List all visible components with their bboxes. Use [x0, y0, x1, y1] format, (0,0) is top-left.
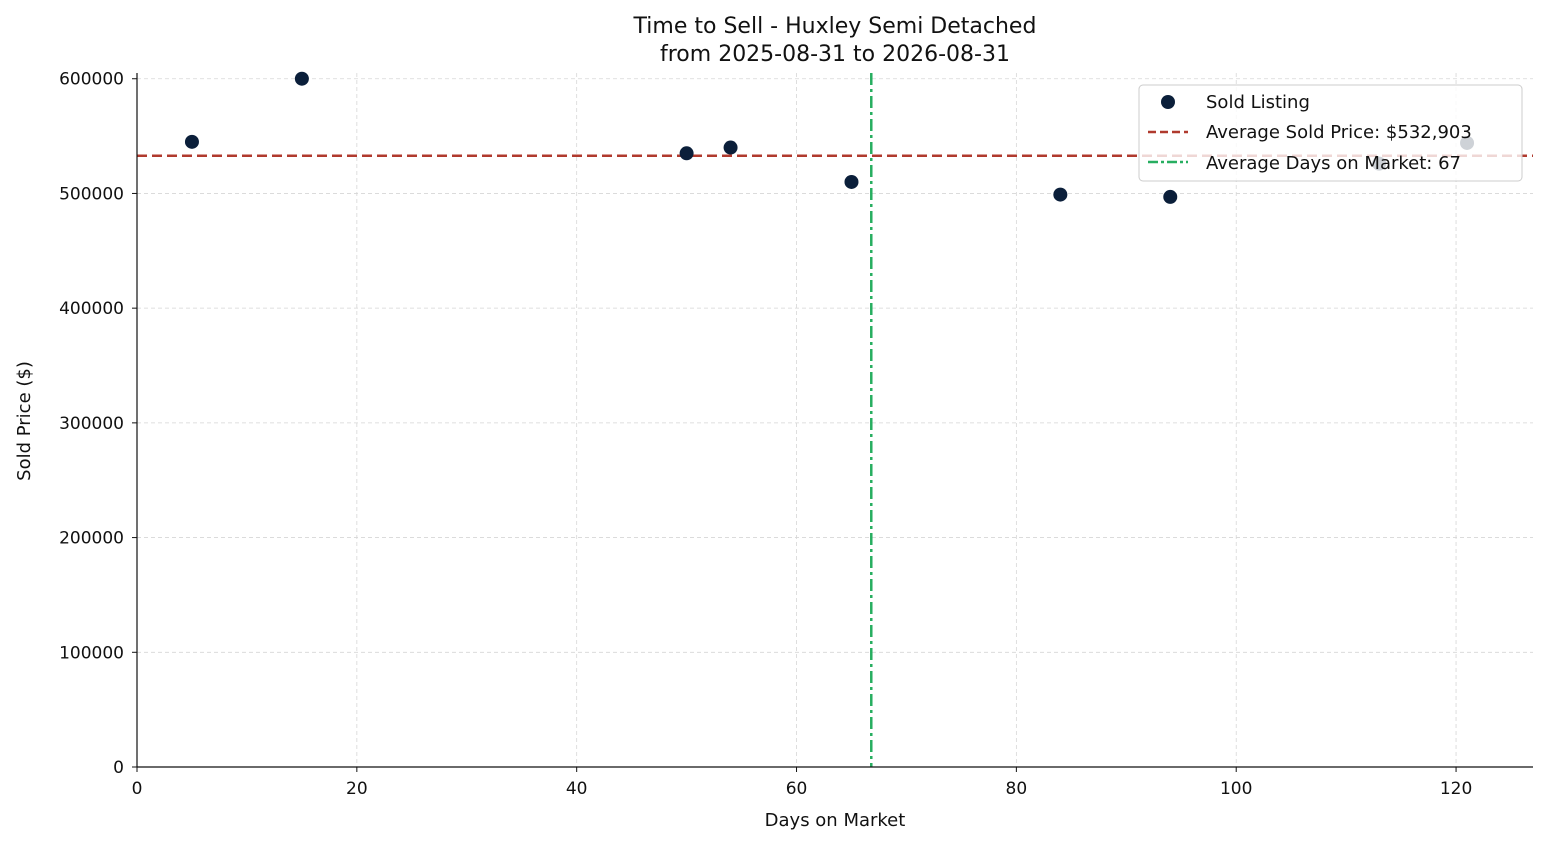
data-point [723, 140, 738, 155]
y-tick-label: 0 [113, 758, 124, 778]
y-tick-label: 600000 [59, 70, 124, 90]
legend-box [1138, 84, 1523, 182]
tick-labels: 0 20 40 60 80 100 120 0 100000 200000 300000 400000… [59, 70, 1472, 799]
legend-marker-sold-listing [1161, 95, 1175, 109]
chart-subtitle: from 2025-08-31 to 2026-08-31 [660, 42, 1010, 67]
data-point [679, 146, 694, 161]
data-point [294, 71, 309, 86]
legend-label-sold-listing: Sold Listing [1206, 92, 1310, 113]
x-tick-label: 40 [566, 779, 588, 799]
legend: Sold Listing Average Sold Price: $532,90… [1138, 84, 1523, 182]
y-tick-label: 500000 [59, 184, 124, 204]
grid-lines [137, 73, 1533, 767]
y-axis-label: Sold Price ($) [14, 361, 35, 481]
axes [132, 73, 1533, 772]
data-point [1163, 189, 1178, 204]
y-tick-label: 400000 [59, 299, 124, 319]
x-tick-label: 0 [132, 779, 143, 799]
x-tick-label: 80 [1006, 779, 1028, 799]
x-tick-label: 120 [1440, 779, 1472, 799]
y-tick-label: 100000 [59, 643, 124, 663]
legend-label-average-price: Average Sold Price: $532,903 [1206, 122, 1472, 143]
chart-title: Time to Sell - Huxley Semi Detached [633, 14, 1037, 39]
x-tick-label: 20 [346, 779, 368, 799]
x-tick-label: 60 [786, 779, 808, 799]
y-tick-label: 300000 [59, 414, 124, 434]
x-axis-label: Days on Market [765, 810, 906, 831]
x-tick-label: 100 [1220, 779, 1252, 799]
y-tick-label: 200000 [59, 529, 124, 549]
data-point [844, 174, 859, 189]
data-point [184, 134, 199, 149]
data-point [1053, 187, 1068, 202]
legend-label-average-days: Average Days on Market: 67 [1206, 153, 1461, 174]
